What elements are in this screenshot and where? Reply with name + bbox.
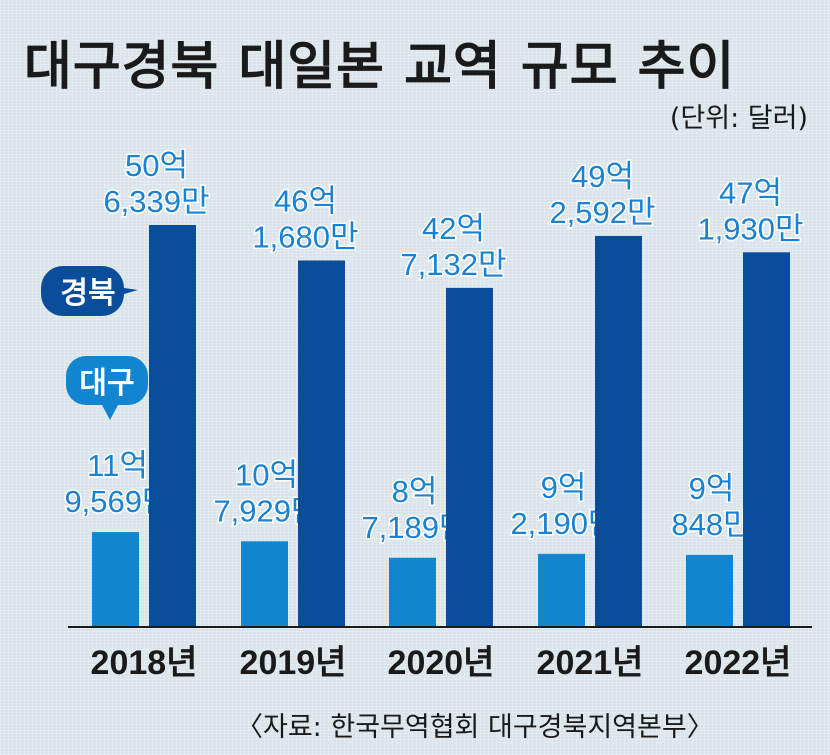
value-label-gyeongbuk-4-0: 47억 (719, 175, 782, 210)
bar-gyeongbuk-0 (149, 225, 196, 627)
legend-gyeongbuk-bubble (41, 266, 138, 316)
source-note: 〈자료: 한국무역협회 대구경북지역본부〉 (236, 712, 714, 743)
bar-daegu-3 (538, 553, 585, 627)
value-label-gyeongbuk-2-1: 7,132만 (400, 247, 506, 282)
bar-gyeongbuk-2 (446, 287, 493, 627)
bar-gyeongbuk-3 (595, 235, 642, 627)
value-label-daegu-4-0: 9억 (689, 471, 735, 506)
x-tick-label-0: 2018년 (91, 644, 198, 682)
value-label-daegu-0-0: 11억 (87, 448, 148, 483)
value-label-daegu-1-0: 10억 (235, 457, 298, 492)
value-label-gyeongbuk-4-1: 1,930만 (697, 211, 803, 246)
value-label-gyeongbuk-3-0: 49억 (571, 159, 634, 194)
value-label-gyeongbuk-0-0: 50억 (125, 148, 188, 183)
legend-daegu-bubble (66, 356, 148, 420)
value-label-daegu-2-0: 8억 (392, 474, 438, 509)
x-tick-label-4: 2022년 (685, 644, 792, 682)
chart-title: 대구경북 대일본 교역 규모 추이 (24, 37, 736, 97)
value-label-daegu-3-0: 9억 (541, 470, 587, 505)
legend-daegu-label: 대구 (79, 367, 134, 400)
x-tick-label-1: 2019년 (240, 644, 347, 682)
value-label-gyeongbuk-1-1: 1,680만 (252, 219, 358, 254)
bar-chart: 11억9,569만50억6,339만2018년10억7,929만46억1,680… (41, 147, 812, 682)
bar-daegu-0 (92, 532, 139, 627)
bar-gyeongbuk-1 (298, 260, 345, 627)
bar-daegu-2 (389, 557, 436, 627)
value-label-gyeongbuk-3-1: 2,592만 (549, 195, 655, 230)
legend-gyeongbuk-label: 경북 (60, 277, 115, 310)
value-label-gyeongbuk-1-0: 46억 (274, 183, 337, 218)
value-label-daegu-4-1: 848만 (671, 507, 751, 542)
bar-daegu-4 (686, 554, 733, 627)
unit-note: (단위: 달러) (669, 103, 808, 134)
value-label-gyeongbuk-2-0: 42억 (422, 211, 485, 246)
value-label-gyeongbuk-0-1: 6,339만 (103, 184, 209, 219)
bar-gyeongbuk-4 (743, 252, 790, 628)
x-tick-label-3: 2021년 (537, 644, 644, 682)
bar-daegu-1 (241, 541, 288, 627)
x-tick-label-2: 2020년 (388, 644, 495, 682)
